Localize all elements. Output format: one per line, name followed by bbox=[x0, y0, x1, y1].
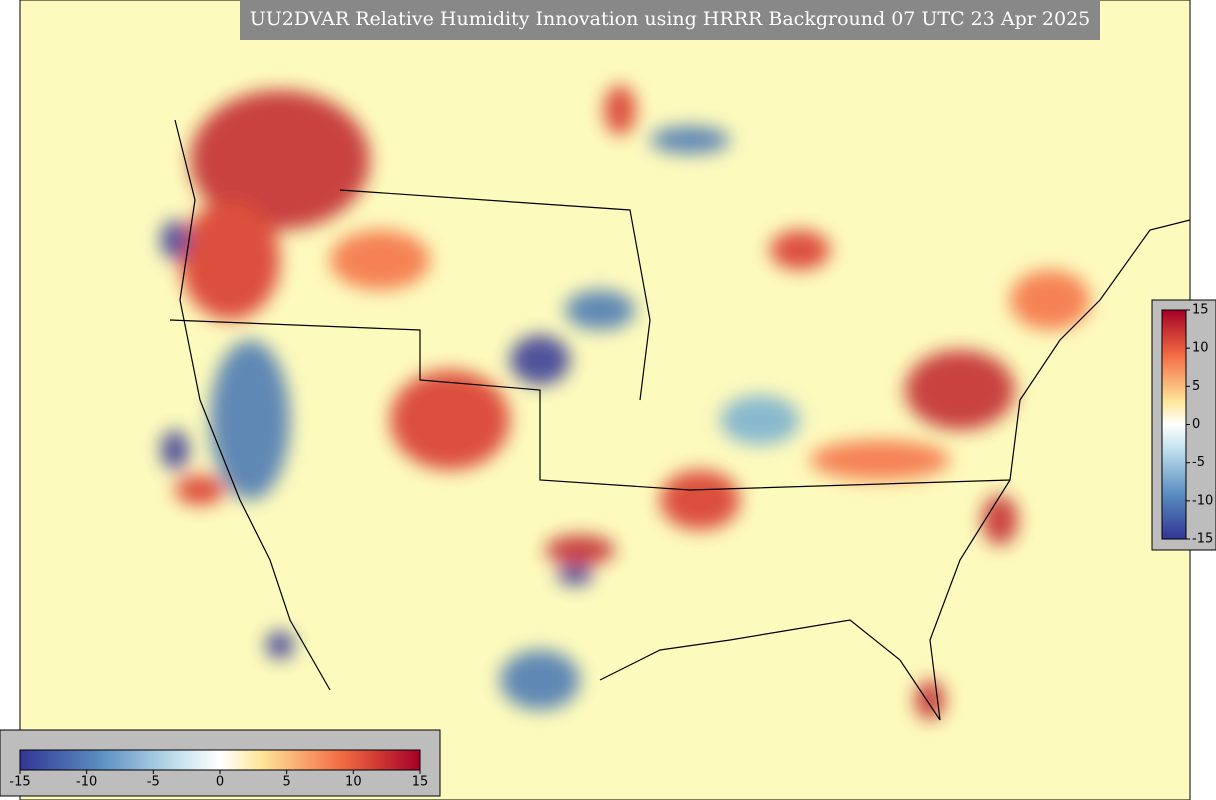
colorbar-tick-label: -10 bbox=[1192, 493, 1213, 508]
colorbar-tick-label: 5 bbox=[1192, 379, 1200, 394]
colorbar-tick-label: 15 bbox=[1192, 303, 1209, 318]
colorbar-tick-label: -5 bbox=[1192, 455, 1205, 470]
colorbar-tick-label: -5 bbox=[147, 775, 160, 790]
colorbar-tick-label: -10 bbox=[76, 775, 97, 790]
colorbar-bottom bbox=[19, 749, 421, 771]
colorbar-tick-label: 5 bbox=[283, 775, 291, 790]
colorbar-tick-label: 10 bbox=[345, 775, 362, 790]
colorbar-tick-label: 0 bbox=[216, 775, 224, 790]
map-area bbox=[19, 0, 1191, 800]
colorbar-tick-label: 10 bbox=[1192, 341, 1209, 356]
colorbar-tick-label: 15 bbox=[412, 775, 429, 790]
colorbar-tick-label: 0 bbox=[1192, 417, 1200, 432]
humidity-field bbox=[161, 85, 1090, 720]
map-title: UU2DVAR Relative Humidity Innovation usi… bbox=[250, 8, 1091, 30]
colorbar-tick-label: -15 bbox=[9, 775, 30, 790]
colorbar-right bbox=[1161, 309, 1187, 540]
colorbar-tick-label: -15 bbox=[1192, 532, 1213, 547]
coastlines bbox=[169, 119, 1191, 721]
title-box bbox=[240, 0, 1100, 40]
